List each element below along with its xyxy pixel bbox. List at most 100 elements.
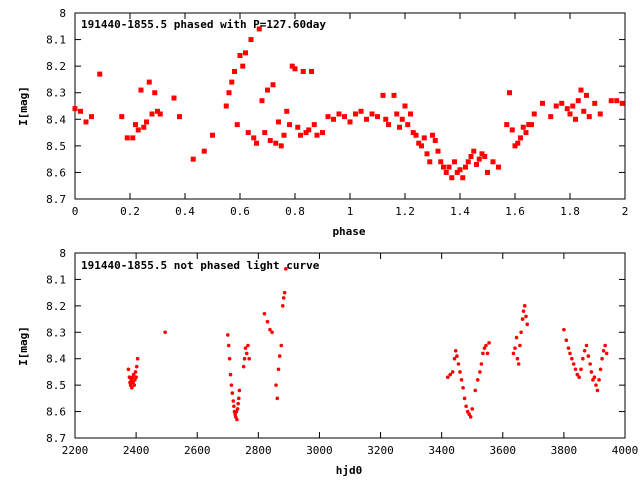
phased-data-point bbox=[529, 122, 534, 128]
unphased-points bbox=[126, 267, 609, 422]
phased-data-point bbox=[564, 106, 570, 112]
phased-x-tick-label: 2 bbox=[622, 205, 629, 218]
unphased-y-tick-label: 8.7 bbox=[46, 432, 66, 445]
phased-data-point bbox=[614, 98, 620, 104]
phased-data-point bbox=[256, 26, 262, 32]
phased-data-point bbox=[468, 153, 474, 159]
phased-data-point bbox=[496, 164, 501, 170]
phased-data-point bbox=[146, 79, 152, 85]
unphased-data-point bbox=[562, 327, 566, 332]
phased-data-point bbox=[295, 124, 301, 130]
phased-data-point bbox=[171, 95, 177, 101]
phased-data-point bbox=[592, 100, 598, 106]
unphased-data-point bbox=[584, 343, 589, 348]
phased-y-tick-label: 8.1 bbox=[46, 34, 66, 47]
phased-data-point bbox=[152, 90, 158, 96]
phased-data-point bbox=[457, 167, 463, 173]
phased-x-tick-label: 0.6 bbox=[230, 205, 250, 218]
unphased-data-point bbox=[468, 415, 473, 419]
unphased-chart-title: 191440-1855.5 not phased light curve bbox=[81, 259, 320, 272]
phased-data-point bbox=[416, 140, 422, 146]
phased-ticks: 0 0.2 0.4 0.6 0.8 1 1.2 1.4 1.6 1.8 2 8 8.1 8.2 8.3 8.4… bbox=[46, 7, 628, 218]
unphased-data-point bbox=[133, 370, 138, 374]
phased-data-point bbox=[518, 135, 523, 141]
phased-data-point bbox=[289, 63, 295, 69]
phased-data-point bbox=[141, 124, 147, 130]
phased-y-tick-label: 8.3 bbox=[46, 87, 66, 100]
phased-data-point bbox=[548, 114, 554, 120]
unphased-data-point bbox=[592, 375, 597, 380]
phased-data-point bbox=[300, 68, 306, 74]
phased-data-point bbox=[369, 111, 375, 117]
phased-data-point bbox=[309, 68, 314, 74]
phased-data-point bbox=[449, 175, 455, 181]
unphased-data-point bbox=[482, 346, 487, 350]
unphased-data-point bbox=[458, 370, 462, 374]
unphased-data-point bbox=[479, 362, 484, 366]
phased-data-point bbox=[232, 68, 237, 74]
unphased-data-point bbox=[134, 364, 139, 369]
phased-data-point bbox=[157, 111, 163, 117]
phased-data-point bbox=[578, 87, 584, 93]
unphased-data-point bbox=[525, 322, 530, 327]
unphased-data-point bbox=[464, 404, 468, 409]
phased-data-point bbox=[177, 114, 182, 120]
phased-x-tick-label: 0.8 bbox=[285, 205, 305, 218]
phased-data-point bbox=[523, 130, 529, 136]
phased-data-point bbox=[358, 108, 364, 114]
phased-data-point bbox=[553, 103, 559, 109]
phased-data-point bbox=[276, 119, 281, 125]
phased-data-point bbox=[413, 132, 419, 138]
unphased-data-point bbox=[520, 317, 525, 321]
unphased-data-point bbox=[230, 391, 235, 395]
unphased-data-point bbox=[276, 367, 281, 372]
unphased-data-point bbox=[236, 401, 240, 406]
phased-light-curve-panel: 0 0.2 0.4 0.6 0.8 1 1.2 1.4 1.6 1.8 2 8 8.1 8.2 8.3 8.4… bbox=[17, 7, 628, 238]
phased-data-point bbox=[391, 92, 397, 98]
phased-data-point bbox=[597, 111, 603, 117]
phased-data-point bbox=[251, 135, 257, 141]
phased-data-point bbox=[336, 111, 342, 117]
unphased-data-point bbox=[598, 367, 603, 372]
phased-data-point bbox=[394, 111, 400, 117]
phased-points bbox=[72, 26, 625, 181]
phased-data-point bbox=[410, 130, 416, 136]
unphased-data-point bbox=[282, 290, 287, 295]
phased-data-point bbox=[281, 132, 287, 138]
phased-data-point bbox=[570, 103, 576, 109]
phased-data-point bbox=[320, 130, 325, 136]
phased-data-point bbox=[452, 159, 457, 165]
phased-x-tick-label: 0 bbox=[72, 205, 79, 218]
phased-data-point bbox=[380, 92, 386, 98]
phased-data-point bbox=[531, 111, 537, 117]
phased-data-point bbox=[130, 135, 136, 141]
phased-y-axis-label: I[mag] bbox=[17, 86, 30, 126]
unphased-plot-frame bbox=[74, 252, 626, 439]
phased-chart-title: 191440-1855.5 phased with P=127.60day bbox=[81, 18, 326, 31]
unphased-data-point bbox=[573, 367, 578, 372]
unphased-data-point bbox=[465, 409, 470, 414]
unphased-data-point bbox=[570, 356, 574, 361]
unphased-x-tick-label: 4000 bbox=[612, 444, 639, 457]
phased-data-point bbox=[421, 135, 427, 141]
unphased-y-axis-label: I[mag] bbox=[17, 326, 30, 366]
unphased-data-point bbox=[566, 346, 571, 350]
phased-data-point bbox=[446, 164, 452, 170]
phased-data-point bbox=[608, 98, 614, 104]
unphased-data-point bbox=[268, 327, 272, 332]
phased-data-point bbox=[441, 164, 446, 170]
unphased-y-tick-label: 8 bbox=[59, 247, 66, 260]
unphased-data-point bbox=[274, 383, 278, 387]
unphased-data-point bbox=[265, 319, 270, 324]
unphased-data-point bbox=[242, 356, 247, 361]
phased-data-point bbox=[201, 148, 207, 154]
unphased-data-point bbox=[445, 375, 450, 380]
phased-data-point bbox=[383, 116, 389, 122]
phased-data-point bbox=[474, 161, 479, 167]
phased-x-tick-label: 0.4 bbox=[175, 205, 195, 218]
unphased-data-point bbox=[591, 378, 595, 382]
unphased-data-point bbox=[467, 412, 471, 417]
unphased-data-point bbox=[484, 343, 488, 348]
unphased-data-point bbox=[232, 404, 236, 409]
phased-data-point bbox=[72, 106, 78, 112]
